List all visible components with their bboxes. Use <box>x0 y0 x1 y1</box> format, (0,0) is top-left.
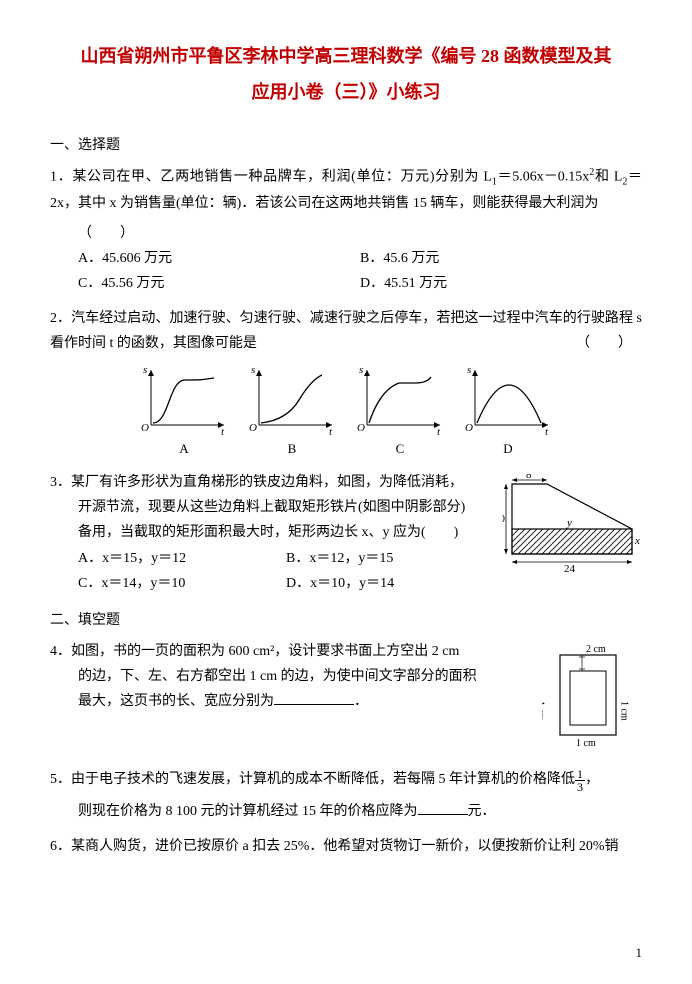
svg-text:1 cm: 1 cm <box>619 701 630 721</box>
q2-graph-a: s O t A <box>139 365 229 460</box>
q1-opt-a: A．45.606 万元 <box>78 246 360 271</box>
q4-blank <box>274 690 354 705</box>
question-1: 1．某公司在甲、乙两地销售一种品牌车，利润(单位：万元)分别为 L1＝5.06x… <box>50 164 642 296</box>
q2-label-b: B <box>247 437 337 460</box>
svg-text:20: 20 <box>502 513 506 525</box>
q2-label-a: A <box>139 437 229 460</box>
q3-num: 3． <box>50 475 71 490</box>
question-5: 5．由于电子技术的飞速发展，计算机的成本不断降低，若每隔 5 年计算机的价格降低… <box>50 767 642 823</box>
q1-opt-c: C．45.56 万元 <box>78 271 360 296</box>
q4-figure: 2 cm 1 cm 1 cm 1 cm <box>542 643 642 757</box>
svg-text:s: s <box>359 365 363 376</box>
svg-text:1 cm: 1 cm <box>542 701 546 721</box>
title-line-2: 应用小卷（三）》小练习 <box>50 76 642 108</box>
question-4: 4．如图，书的一页的面积为 600 cm²，设计要求书面上方空出 2 cm 的边… <box>50 639 642 757</box>
q5-t2: ， <box>585 772 599 787</box>
q1-text-1: 某公司在甲、乙两地销售一种品牌车，利润(单位：万元)分别为 L <box>72 170 492 185</box>
q2-label-d: D <box>463 437 553 460</box>
svg-text:t: t <box>221 426 225 435</box>
q2-graph-d: s O t D <box>463 365 553 460</box>
q1-text-1b: ＝5.06x－0.15x <box>497 170 589 185</box>
q1-paren: （ ） <box>50 221 642 246</box>
q6-num: 6． <box>50 839 71 854</box>
q2-paren: （ ） <box>576 331 632 356</box>
q2-num: 2． <box>50 311 71 326</box>
svg-text:t: t <box>545 426 549 435</box>
q5-blank <box>418 800 468 815</box>
q5-num: 5． <box>50 772 71 787</box>
q5-t4: 元． <box>468 804 496 819</box>
svg-text:O: O <box>465 422 473 434</box>
q5-fraction: 13 <box>575 768 585 793</box>
q3-l2: 开源节流，现要从这些边角料上截取矩形铁片(如图中阴影部分) <box>50 495 494 520</box>
q5-t1: 由于电子技术的飞速发展，计算机的成本不断降低，若每隔 5 年计算机的价格降低 <box>71 772 575 787</box>
q3-opt-a: A．x＝15，y＝12 <box>78 546 286 571</box>
svg-text:2 cm: 2 cm <box>586 644 606 655</box>
q4-num: 4． <box>50 644 71 659</box>
title-line-1: 山西省朔州市平鲁区李林中学高三理科数学《编号 28 函数模型及其 <box>50 40 642 72</box>
q3-figure: 8 20 y x 24 <box>502 474 642 583</box>
q4-tail: ． <box>354 694 368 709</box>
question-6: 6．某商人购货，进价已按原价 a 扣去 25%．他希望对货物订一新价，以便按新价… <box>50 834 642 859</box>
svg-text:s: s <box>251 365 255 376</box>
q5-t3: 则现在价格为 8 100 元的计算机经过 15 年的价格应降为 <box>78 804 418 819</box>
q6-text: 某商人购货，进价已按原价 a 扣去 25%．他希望对货物订一新价，以便按新价让利… <box>71 839 619 854</box>
q1-opt-b: B．45.6 万元 <box>360 246 642 271</box>
q5-frac-num: 1 <box>575 768 585 781</box>
q1-num: 1． <box>50 170 72 185</box>
svg-text:O: O <box>357 422 365 434</box>
section-1-heading: 一、选择题 <box>50 133 642 158</box>
q2-label-c: C <box>355 437 445 460</box>
q3-opt-b: B．x＝12，y＝15 <box>286 546 494 571</box>
page-number: 1 <box>636 941 643 964</box>
svg-text:8: 8 <box>526 474 532 481</box>
q2-text: 汽车经过启动、加速行驶、匀速行驶、减速行驶之后停车，若把这一过程中汽车的行驶路程… <box>50 311 642 351</box>
q3-l3: 备用，当截取的矩形面积最大时，矩形两边长 x、y 应为( ) <box>50 520 494 545</box>
q3-l1: 某厂有许多形状为直角梯形的铁皮边角料，如图，为降低消耗， <box>71 475 463 490</box>
q1-text-1c: 和 <box>594 170 614 185</box>
question-3: 3．某厂有许多形状为直角梯形的铁皮边角料，如图，为降低消耗， 开源节流，现要从这… <box>50 470 642 596</box>
svg-text:s: s <box>467 365 471 376</box>
q2-graph-row: s O t A s O t B <box>50 365 642 460</box>
q2-graph-c: s O t C <box>355 365 445 460</box>
question-2: 2．汽车经过启动、加速行驶、匀速行驶、减速行驶之后停车，若把这一过程中汽车的行驶… <box>50 306 642 460</box>
svg-text:O: O <box>141 422 149 434</box>
svg-text:24: 24 <box>564 563 576 574</box>
q4-l3: 最大，这页书的长、宽应分别为 <box>78 694 274 709</box>
section-2-heading: 二、填空题 <box>50 608 642 633</box>
q1-opt-d: D．45.51 万元 <box>360 271 642 296</box>
q3-opt-d: D．x＝10，y＝14 <box>286 571 494 596</box>
svg-text:s: s <box>143 365 147 376</box>
q3-opt-c: C．x＝14，y＝10 <box>78 571 286 596</box>
q4-l2: 的边，下、左、右方都空出 1 cm 的边，为使中间文字部分的面积 <box>50 664 536 689</box>
svg-text:x: x <box>634 535 640 547</box>
q5-frac-den: 3 <box>575 781 585 793</box>
svg-text:y: y <box>566 517 572 529</box>
svg-text:t: t <box>329 426 333 435</box>
q2-graph-b: s O t B <box>247 365 337 460</box>
svg-text:O: O <box>249 422 257 434</box>
q4-l1: 如图，书的一页的面积为 600 cm²，设计要求书面上方空出 2 cm <box>71 644 459 659</box>
svg-text:t: t <box>437 426 441 435</box>
svg-text:1 cm: 1 cm <box>576 738 596 748</box>
